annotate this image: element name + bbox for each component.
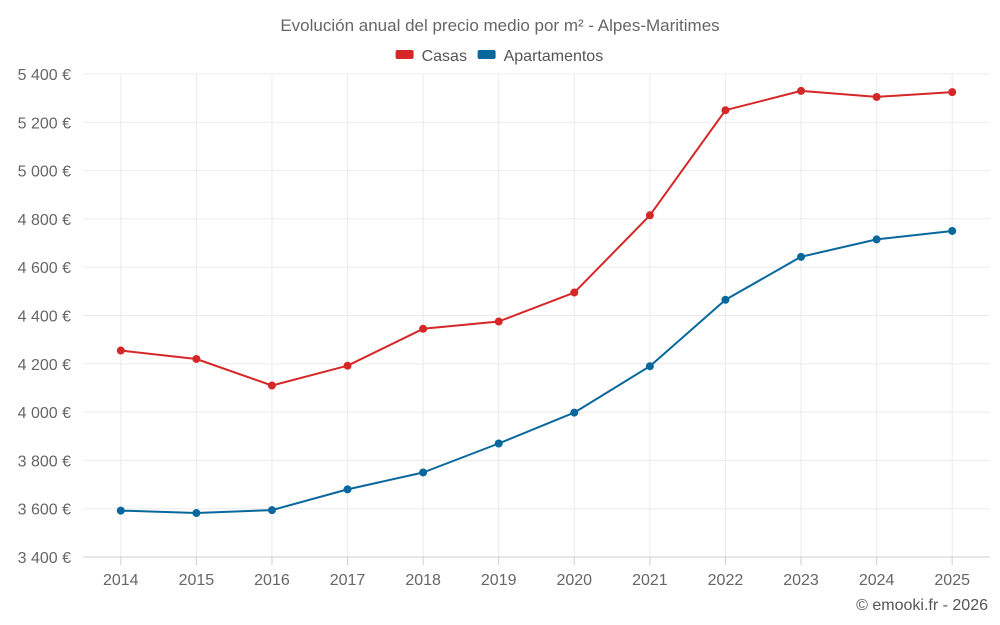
data-point-apartamentos[interactable] [948, 226, 957, 235]
data-point-casas[interactable] [872, 92, 881, 101]
data-point-apartamentos[interactable] [570, 408, 579, 417]
x-tick-label: 2023 [783, 572, 819, 589]
data-point-apartamentos[interactable] [116, 506, 125, 515]
data-point-casas[interactable] [721, 106, 730, 115]
y-tick-label: 4 400 € [18, 309, 71, 326]
x-tick-label: 2019 [481, 572, 517, 589]
series-casas [116, 86, 957, 390]
series-line-apartamentos [120, 230, 953, 514]
data-point-casas[interactable] [419, 324, 428, 333]
legend-item-casas[interactable]: Casas [395, 48, 467, 65]
y-tick-label: 4 200 € [18, 357, 71, 374]
legend-swatch [395, 50, 414, 59]
data-point-casas[interactable] [494, 317, 503, 326]
x-tick-label: 2020 [556, 572, 592, 589]
data-point-apartamentos[interactable] [267, 506, 276, 515]
x-tick-label: 2025 [934, 572, 970, 589]
axes: 3 400 € 3 600 € 3 800 € 4 000 € 4 200 € 4 400… [18, 67, 990, 589]
x-tick-label: 2024 [859, 572, 895, 589]
data-point-apartamentos[interactable] [419, 468, 428, 477]
data-point-casas[interactable] [267, 381, 276, 390]
data-point-casas[interactable] [948, 88, 957, 97]
legend[interactable]: Casas Apartamentos [395, 48, 604, 65]
credit-text: © emooki.fr - 2026 [856, 597, 988, 614]
x-tick-label: 2022 [708, 572, 744, 589]
y-tick-label: 4 600 € [18, 260, 71, 277]
data-point-casas[interactable] [343, 361, 352, 370]
x-tick-label: 2021 [632, 572, 668, 589]
x-tick-label: 2015 [179, 572, 215, 589]
series-apartamentos [116, 226, 957, 518]
y-tick-label: 4 000 € [18, 405, 71, 422]
y-tick-label: 5 200 € [18, 115, 71, 132]
legend-swatch [477, 50, 496, 59]
x-tick-label: 2018 [405, 572, 441, 589]
data-point-casas[interactable] [797, 86, 806, 95]
series-line-casas [120, 89, 953, 387]
y-tick-label: 5 400 € [18, 67, 71, 84]
legend-label: Apartamentos [504, 48, 604, 65]
data-point-casas[interactable] [116, 346, 125, 355]
data-point-casas[interactable] [645, 211, 654, 220]
grid [83, 73, 990, 557]
chart-title: Evolución anual del precio medio por m² … [280, 16, 719, 35]
data-point-apartamentos[interactable] [797, 252, 806, 261]
x-tick-label: 2016 [254, 572, 290, 589]
data-point-casas[interactable] [570, 288, 579, 297]
legend-label: Casas [422, 48, 467, 65]
data-point-apartamentos[interactable] [343, 485, 352, 494]
data-point-apartamentos[interactable] [645, 362, 654, 371]
x-tick-label: 2017 [330, 572, 366, 589]
x-tick-label: 2014 [103, 572, 139, 589]
y-tick-label: 5 000 € [18, 164, 71, 181]
data-point-apartamentos[interactable] [721, 295, 730, 304]
y-tick-label: 3 800 € [18, 453, 71, 470]
data-point-apartamentos[interactable] [872, 235, 881, 244]
data-point-apartamentos[interactable] [494, 439, 503, 448]
data-point-casas[interactable] [192, 354, 201, 363]
legend-item-apartamentos[interactable]: Apartamentos [477, 48, 604, 65]
y-tick-label: 4 800 € [18, 212, 71, 229]
data-point-apartamentos[interactable] [192, 509, 201, 518]
y-tick-label: 3 400 € [18, 550, 71, 567]
y-tick-label: 3 600 € [18, 502, 71, 519]
series [116, 86, 957, 518]
